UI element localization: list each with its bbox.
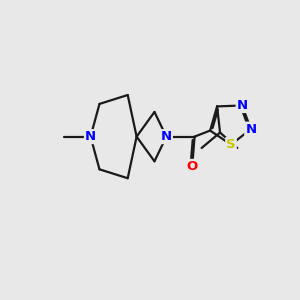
Text: O: O: [187, 160, 198, 173]
Text: S: S: [226, 138, 236, 151]
Text: N: N: [245, 123, 256, 136]
Text: N: N: [161, 130, 172, 143]
Text: N: N: [85, 130, 96, 143]
Text: N: N: [237, 99, 248, 112]
